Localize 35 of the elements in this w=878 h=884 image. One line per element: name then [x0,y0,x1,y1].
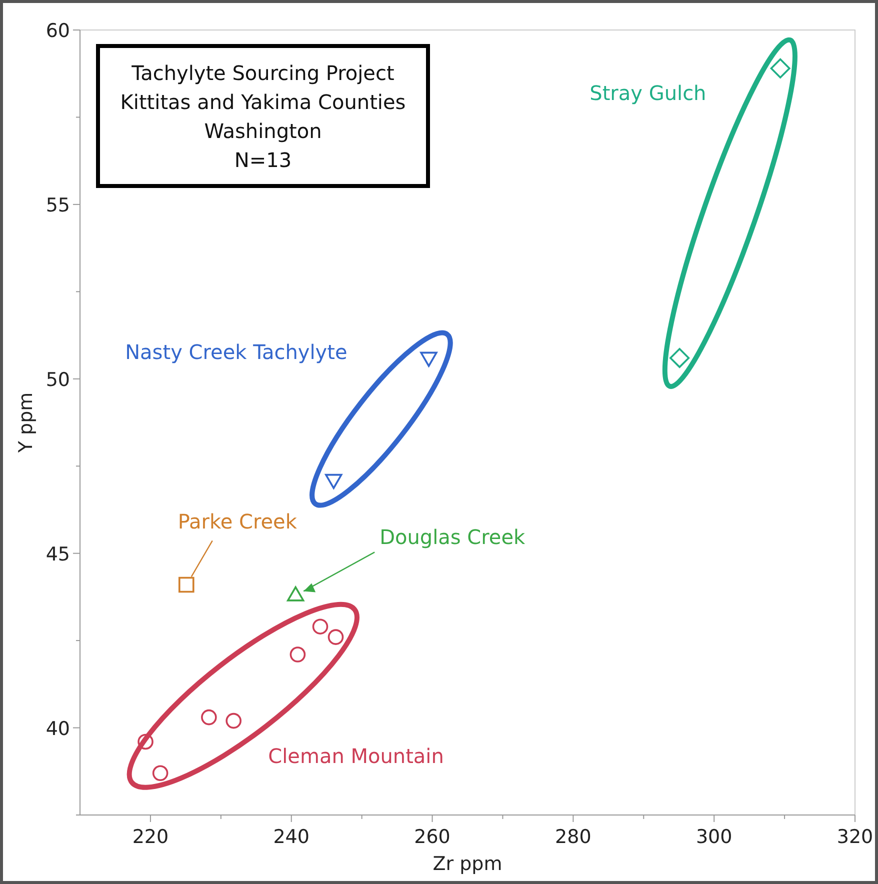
annotation: Kittitas and Yakima Counties [120,90,406,114]
point [152,765,168,782]
point [670,348,690,368]
text: Nasty Creek Tachylyte [125,340,348,364]
series-label: Cleman Mountain [268,744,444,768]
point [312,618,328,634]
point [226,712,242,729]
x-tick-label: 320 [836,826,874,848]
annotation: Washington [204,119,322,143]
x-tick-label: 220 [132,826,169,848]
y-tick-label: 40 [46,718,70,740]
point [290,646,306,662]
point [138,734,154,750]
point [420,352,438,367]
x-tick-label: 260 [414,826,450,848]
y-tick-label: 50 [46,368,70,391]
annotation: N=13 [234,148,292,172]
point [286,586,304,602]
y-tick-label: 55 [46,194,70,216]
point [325,474,342,490]
point [770,58,790,78]
x-axis-title: Zr ppm [432,853,502,875]
point [328,629,344,645]
x-tick-label: 280 [555,826,592,848]
y-axis-title: Y ppm [15,392,37,454]
y-tick-label: 45 [46,543,70,566]
text: Tachylyte Sourcing Project [130,61,394,85]
text: Parke Creek [178,510,298,534]
y-tick-label: 60 [46,20,70,42]
text: Douglas Creek [380,525,526,550]
text: Stray Gulch [590,81,706,106]
point [201,709,217,726]
x-tick-label: 240 [273,826,310,848]
point [178,576,194,593]
x-tick-label: 300 [696,826,732,848]
